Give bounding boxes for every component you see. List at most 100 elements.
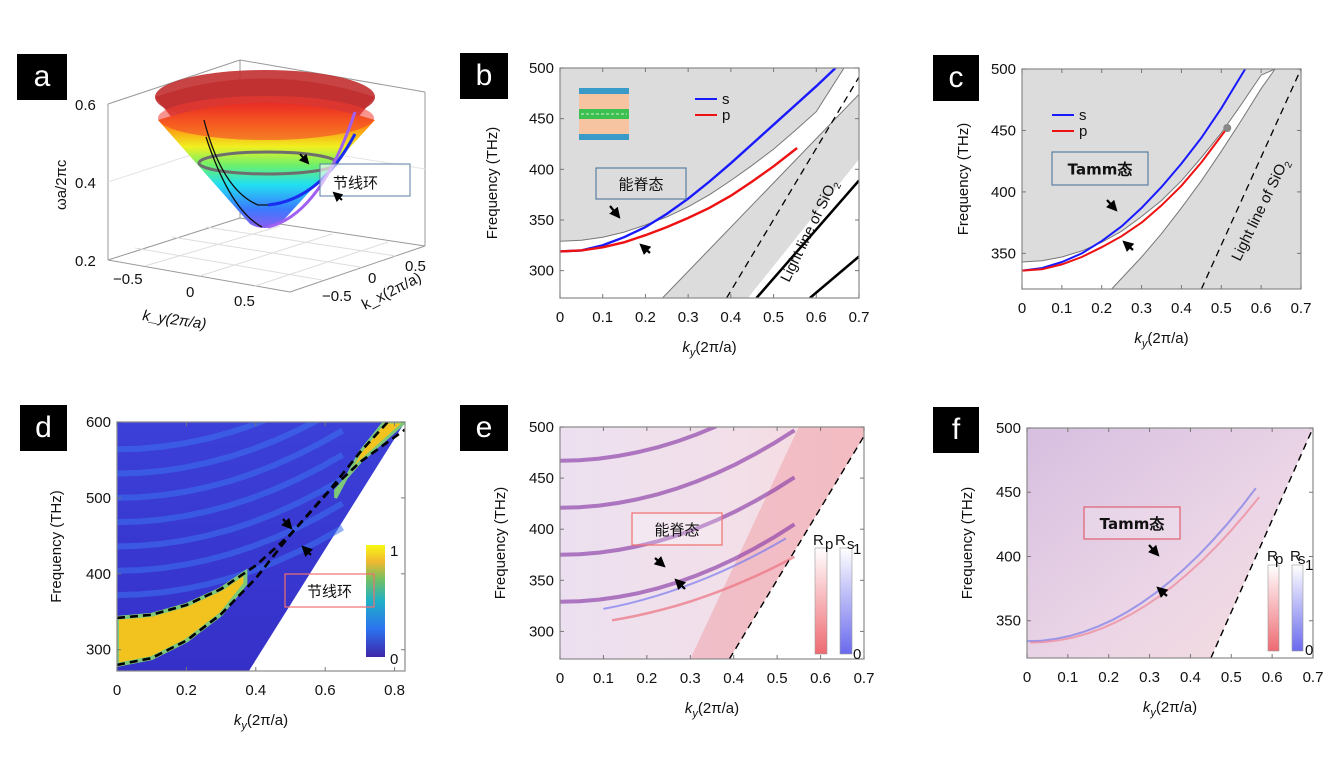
x-tick-label: 0.6: [806, 309, 827, 326]
panel-d: 0 0.2 0.4 0.6 0.8 300 400 500 600 ky(2π/a) Frequen…: [48, 414, 406, 732]
y-tick-label: 500: [991, 61, 1016, 78]
arrow-icon: [301, 545, 314, 558]
y-tick-label: 500: [996, 420, 1021, 437]
x-tick-label: 0.2: [635, 309, 656, 326]
line-light-line: [1200, 69, 1301, 289]
y-tick-label: 500: [529, 419, 554, 436]
arrow-icon: [609, 205, 621, 219]
structure-inset-layer: [579, 119, 629, 134]
annotation-box: [1051, 151, 1149, 186]
x-axis-label: ky(2π/a): [1143, 699, 1197, 719]
x-tick-label: 0.2: [1098, 669, 1119, 686]
colorbar-min-label: 0: [1305, 642, 1313, 659]
x-tick-label: 0.6: [1262, 669, 1283, 686]
panel-label-a: a: [17, 54, 67, 100]
cone-rim-inner: [158, 96, 374, 140]
light-line: [728, 435, 864, 659]
arrow-icon: [674, 578, 687, 591]
fringe-band: [117, 500, 344, 574]
y-tick-label: 350: [529, 212, 554, 229]
colorbar-rs-sub: s: [1298, 551, 1306, 568]
x-tick-label: 0.8: [384, 682, 405, 699]
band-purple: [267, 111, 357, 229]
y-tick-label: 400: [529, 521, 554, 538]
plot-area: [117, 422, 405, 671]
x-axis-label: ky(2π/a): [682, 339, 736, 359]
annotation-text: Tamm态: [1068, 161, 1133, 179]
panel-f: 0 0.1 0.2 0.3 0.4 0.5 0.6 0.7 350 400 450 500 ky(2π/…: [959, 420, 1323, 719]
y-tick-label: 500: [86, 490, 111, 507]
panel-label-e: e: [460, 405, 508, 451]
x-tick: 0: [186, 284, 194, 301]
arrow-icon: [332, 191, 344, 203]
x-tick-label: 0.7: [1303, 669, 1324, 686]
z-tick: 0.2: [75, 253, 96, 270]
line-band-edge-upper: [1022, 69, 1276, 263]
annotation-text: 节线环: [307, 583, 352, 601]
line-s: [1022, 69, 1247, 272]
y-tick-label: 300: [86, 642, 111, 659]
x-tick-label: 0.6: [315, 682, 336, 699]
p-tamm-state: [1030, 496, 1260, 644]
y-tick-label: 350: [996, 613, 1021, 630]
colorbar: [366, 545, 385, 657]
x-tick-label: 0.1: [1051, 300, 1072, 317]
x-tick-label: 0.1: [593, 670, 614, 687]
x-tick-label: 0.5: [1221, 669, 1242, 686]
fringe-band: [560, 428, 796, 510]
annotation-box: [595, 167, 687, 200]
y-axis-label: Frequency (THz): [484, 127, 501, 240]
panel-label-d: d: [20, 405, 67, 451]
line-guided-2: [809, 255, 859, 298]
panel-e: 0 0.1 0.2 0.3 0.4 0.5 0.6 0.7 300 350 400 450 500 ky(…: [492, 419, 874, 720]
colorbar-rp-label: R: [813, 532, 824, 549]
dashed-dashed-upper: [117, 422, 389, 620]
legend-label-s: s: [722, 91, 730, 108]
x-tick-label: 0.3: [678, 309, 699, 326]
colorbar-max-label: 1: [853, 541, 861, 558]
arrow-icon: [1148, 544, 1160, 557]
x-tick-label: 0.5: [763, 309, 784, 326]
plot-frame: [559, 426, 865, 660]
panel-c: 0 0.1 0.2 0.3 0.4 0.5 0.6 0.7 350 400 450 500 ky(2π/…: [955, 61, 1311, 350]
colorbar-rp: [814, 547, 828, 655]
x-tick-label: 0.2: [636, 670, 657, 687]
plot-area: [1022, 69, 1301, 289]
colorbar-rp-sub: p: [825, 536, 833, 553]
fringe-band: [117, 427, 344, 501]
x-tick-label: 0.7: [1291, 300, 1312, 317]
legend-label-p: p: [722, 107, 730, 124]
x-tick: −0.5: [113, 271, 143, 288]
panel-label-b: b: [460, 53, 508, 99]
fringe-band: [560, 427, 718, 463]
annotation-text: 能脊态: [618, 176, 663, 194]
x-axis-label: ky(2π/a): [685, 700, 739, 720]
colorbar-rs: [839, 547, 853, 655]
y-tick-label: 400: [86, 566, 111, 583]
y-tick: −0.5: [322, 288, 352, 305]
x-axis-label: k_y(2π/a): [141, 307, 207, 333]
x-tick-label: 0.2: [1091, 300, 1112, 317]
s-tamm-state: [1027, 487, 1257, 643]
band-black-2: [205, 136, 263, 228]
annotation-box: [631, 512, 723, 546]
structure-inset-layer: [579, 94, 629, 109]
annotation-box-a: [319, 163, 411, 197]
x-tick: 0.5: [234, 293, 255, 310]
fringe-band: [117, 452, 344, 526]
y-tick-label: 350: [991, 245, 1016, 262]
y-tick-label: 450: [996, 484, 1021, 501]
y-tick-label: 300: [529, 263, 554, 280]
band-black-1: [203, 119, 268, 206]
legend-label-s: s: [1079, 107, 1087, 124]
plot-area: [560, 427, 864, 659]
y-tick-label: 450: [529, 111, 554, 128]
annotation-text: 能脊态: [654, 521, 699, 539]
s-ridge-state: [603, 537, 787, 610]
fringe-band: [117, 422, 269, 453]
panel-a: 节线环 0.6 0.4 0.2 ωa/2πc −0.5 0 0.5 k_y(2π…: [53, 59, 426, 333]
colorbar-min-label: 0: [853, 646, 861, 663]
x-tick-label: 0.6: [810, 670, 831, 687]
x-tick-label: 0: [1018, 300, 1026, 317]
